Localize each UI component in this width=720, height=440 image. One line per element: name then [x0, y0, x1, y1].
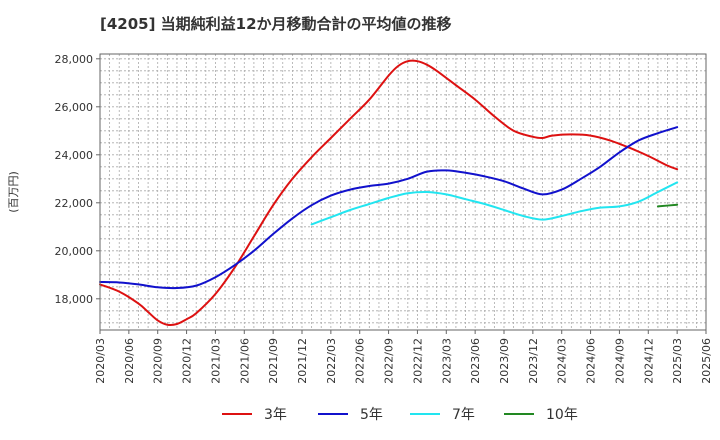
- y-tick-label: 24,000: [55, 149, 94, 162]
- x-tick-label: 2022/09: [383, 338, 396, 384]
- y-tick-label: 22,000: [55, 197, 94, 210]
- x-tick-label: 2020/06: [123, 338, 136, 384]
- x-tick-label: 2025/03: [671, 338, 684, 384]
- x-tick-label: 2021/09: [267, 338, 280, 384]
- series-line-1: [99, 59, 679, 326]
- plot-frame: [99, 53, 707, 331]
- series-line-2: [99, 126, 679, 290]
- y-tick-label: 20,000: [55, 245, 94, 258]
- series-line-4: [656, 203, 679, 208]
- y-tick-label: 26,000: [55, 101, 94, 114]
- axis-layer: 18,000 20,000 22,000 24,000 26,000 28,000 (百万円…: [7, 53, 713, 384]
- series-line-3: [310, 181, 679, 226]
- legend-label-3: 7年: [452, 407, 475, 423]
- x-tick-label: 2022/06: [354, 338, 367, 384]
- x-tick-label: 2020/09: [152, 338, 165, 384]
- x-tick-label: 2022/12: [411, 338, 424, 384]
- x-tick-label: 2023/03: [440, 338, 453, 384]
- x-tick-label: 2020/03: [94, 338, 107, 384]
- x-tick-label: 2024/06: [585, 338, 598, 384]
- x-tick-label: 2024/09: [613, 338, 626, 384]
- x-tick-label: 2021/12: [296, 338, 309, 384]
- x-tick-label: 2024/12: [642, 338, 655, 384]
- x-tick-label: 2020/12: [181, 338, 194, 384]
- x-tick-label: 2021/03: [209, 338, 222, 384]
- chart-title: [4205] 当期純利益12か月移動合計の平均値の推移: [100, 15, 452, 33]
- x-tick-label: 2023/06: [469, 338, 482, 384]
- x-tick-label: 2021/06: [238, 338, 251, 384]
- legend: 3年 5年 7年 10年: [222, 407, 578, 423]
- x-tick-label: 2023/12: [527, 338, 540, 384]
- grid-layer: [99, 54, 707, 330]
- y-tick-label: 18,000: [55, 293, 94, 306]
- legend-label-1: 3年: [264, 407, 287, 423]
- series-layer: [99, 59, 679, 326]
- x-tick-label: 2023/09: [498, 338, 511, 384]
- y-tick-label: 28,000: [55, 53, 94, 66]
- legend-label-2: 5年: [360, 407, 383, 423]
- x-tick-label: 2025/06: [700, 338, 713, 384]
- x-tick-label: 2022/03: [325, 338, 338, 384]
- y-axis-label: (百万円): [7, 171, 20, 213]
- legend-label-4: 10年: [546, 407, 578, 423]
- x-tick-label: 2024/03: [556, 338, 569, 384]
